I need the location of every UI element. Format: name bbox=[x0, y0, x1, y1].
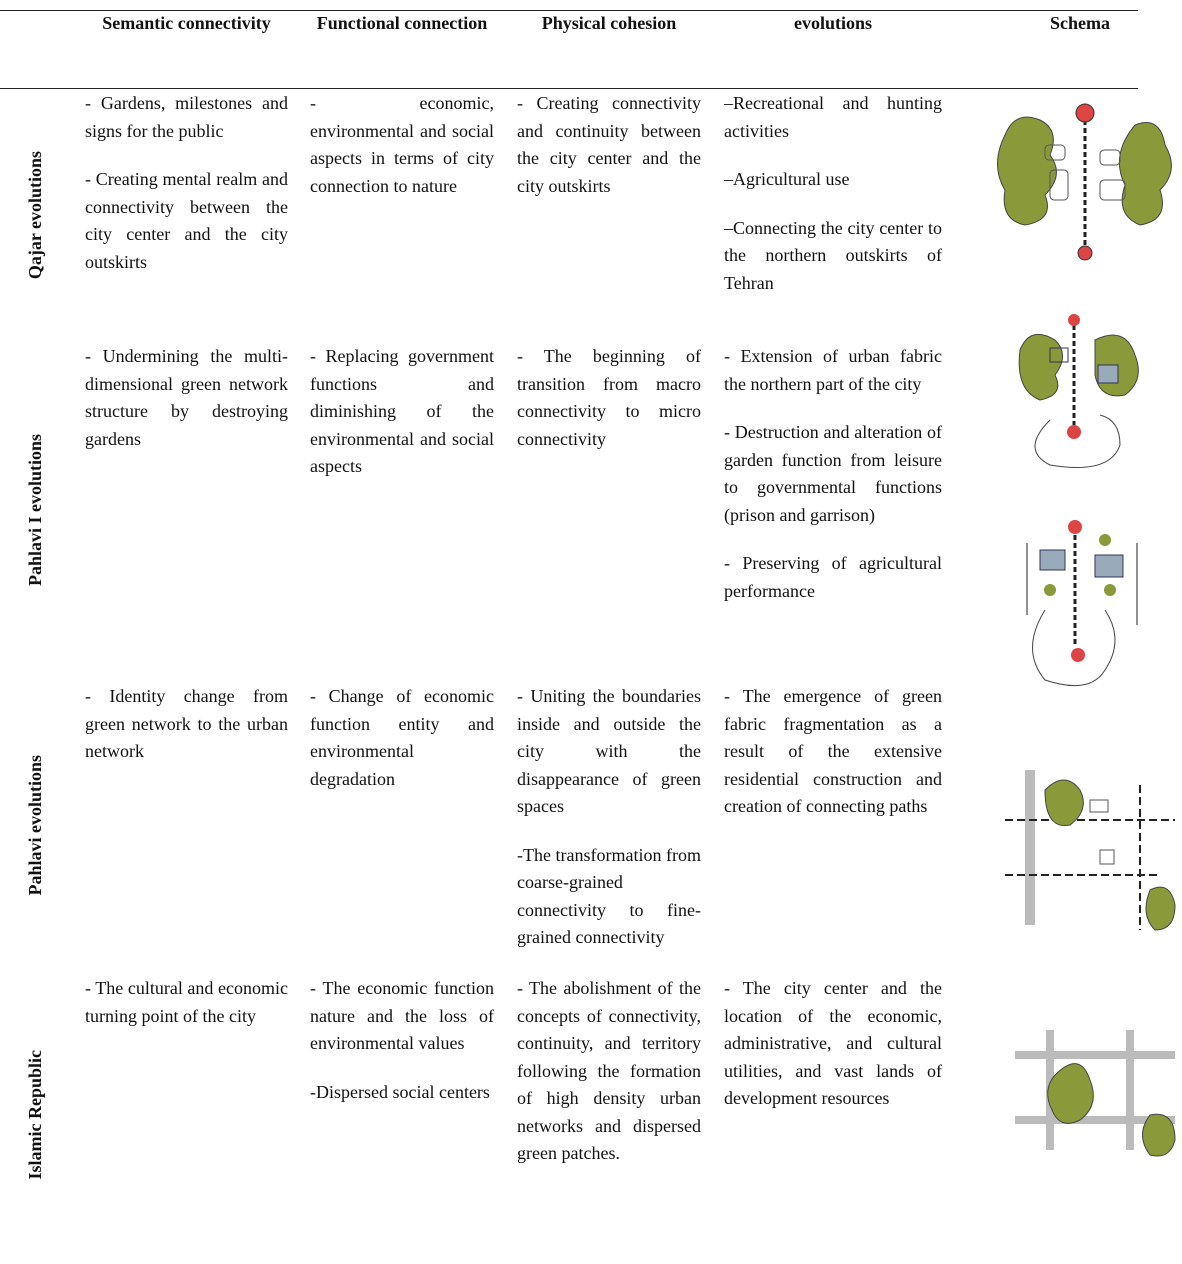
row-label: Islamic Republic bbox=[0, 975, 70, 1255]
table-cell: - The economic function nature and the l… bbox=[310, 975, 494, 1127]
table-cell: –Recreational and hunting activities –Agr… bbox=[724, 90, 942, 318]
cell-paragraph: –Connecting the city center to the north… bbox=[724, 217, 942, 293]
cell-paragraph: - economic, environmental and social asp… bbox=[310, 93, 494, 196]
cell-paragraph: - Creating mental realm and connectivity… bbox=[85, 169, 288, 272]
table-cell: - The emergence of green fabric fragment… bbox=[724, 683, 942, 842]
schema-sketch bbox=[1005, 770, 1176, 931]
cell-paragraph: -The transformation from coarse-grained … bbox=[517, 844, 701, 948]
row-label: Pahlavi evolutions bbox=[0, 683, 70, 968]
table-cell: - Uniting the boundaries inside and outs… bbox=[517, 683, 701, 973]
row-label: Qajar evolutions bbox=[0, 90, 70, 340]
cell-paragraph: -Dispersed social centers bbox=[310, 1081, 490, 1102]
cell-paragraph: - Undermining the multi-dimensional gree… bbox=[85, 346, 288, 449]
cell-paragraph: - Change of economic function entity and… bbox=[310, 686, 494, 789]
table-cell: - The beginning of transition from macro… bbox=[517, 343, 701, 474]
cell-paragraph: - Preserving of agricultural performance bbox=[724, 553, 942, 601]
schema-sketch bbox=[1015, 1030, 1176, 1157]
row-label-text: Qajar evolutions bbox=[24, 150, 45, 280]
cell-paragraph: - The emergence of green fabric fragment… bbox=[724, 686, 942, 816]
table-cell: - The cultural and economic turning poin… bbox=[85, 975, 288, 1051]
table-cell: - Replacing government functions and dim… bbox=[310, 343, 494, 502]
table-cell: - Extension of urban fabric the northern… bbox=[724, 343, 942, 626]
cell-paragraph: - The economic function nature and the l… bbox=[310, 978, 494, 1053]
column-header: Physical cohesion bbox=[541, 13, 677, 33]
top-rule bbox=[0, 10, 1138, 11]
row-label-text: Islamic Republic bbox=[24, 1050, 45, 1180]
table-cell: - Creating connectivity and continuity b… bbox=[517, 90, 701, 221]
column-header: Functional connection bbox=[316, 13, 488, 33]
column-header: evolutions bbox=[793, 13, 872, 33]
cell-paragraph: - Uniting the boundaries inside and outs… bbox=[517, 686, 701, 816]
cell-paragraph: –Recreational and hunting activities bbox=[724, 93, 942, 141]
row-label-text: Pahlavi I evolutions bbox=[24, 434, 45, 587]
cell-paragraph: - The cultural and economic turning poin… bbox=[85, 978, 288, 1026]
schema-sketch bbox=[1018, 314, 1139, 468]
schema-sketch bbox=[1026, 520, 1138, 687]
table-cell: - Undermining the multi-dimensional gree… bbox=[85, 343, 288, 474]
cell-paragraph: - Gardens, milestones and signs for the … bbox=[85, 93, 288, 141]
cell-paragraph: - The abolishment of the concepts of con… bbox=[517, 978, 701, 1163]
column-header: Semantic connectivity bbox=[102, 13, 271, 33]
row-label: Pahlavi I evolutions bbox=[0, 343, 70, 678]
column-header: Schema bbox=[1050, 13, 1110, 33]
cell-paragraph: - Replacing government functions and dim… bbox=[310, 346, 494, 476]
table-cell: - economic, environmental and social asp… bbox=[310, 90, 494, 221]
cell-paragraph: - Creating connectivity and continuity b… bbox=[517, 93, 701, 196]
cell-paragraph: –Agricultural use bbox=[724, 169, 850, 189]
cell-paragraph: - The beginning of transition from macro… bbox=[517, 346, 701, 449]
table-cell: - Gardens, milestones and signs for the … bbox=[85, 90, 288, 297]
cell-paragraph: - Identity change from green network to … bbox=[85, 686, 288, 761]
schema-sketch bbox=[997, 103, 1172, 261]
table-cell: - Identity change from green network to … bbox=[85, 683, 288, 787]
cell-paragraph: - Extension of urban fabric the northern… bbox=[724, 346, 942, 394]
table-cell: - The city center and the location of th… bbox=[724, 975, 942, 1134]
cell-paragraph: - Destruction and alteration of garden f… bbox=[724, 422, 942, 525]
cell-paragraph: - The city center and the location of th… bbox=[724, 978, 942, 1108]
header-rule bbox=[0, 88, 1138, 89]
table-cell: - The abolishment of the concepts of con… bbox=[517, 975, 701, 1189]
table-cell: - Change of economic function entity and… bbox=[310, 683, 494, 814]
row-label-text: Pahlavi evolutions bbox=[24, 755, 45, 896]
